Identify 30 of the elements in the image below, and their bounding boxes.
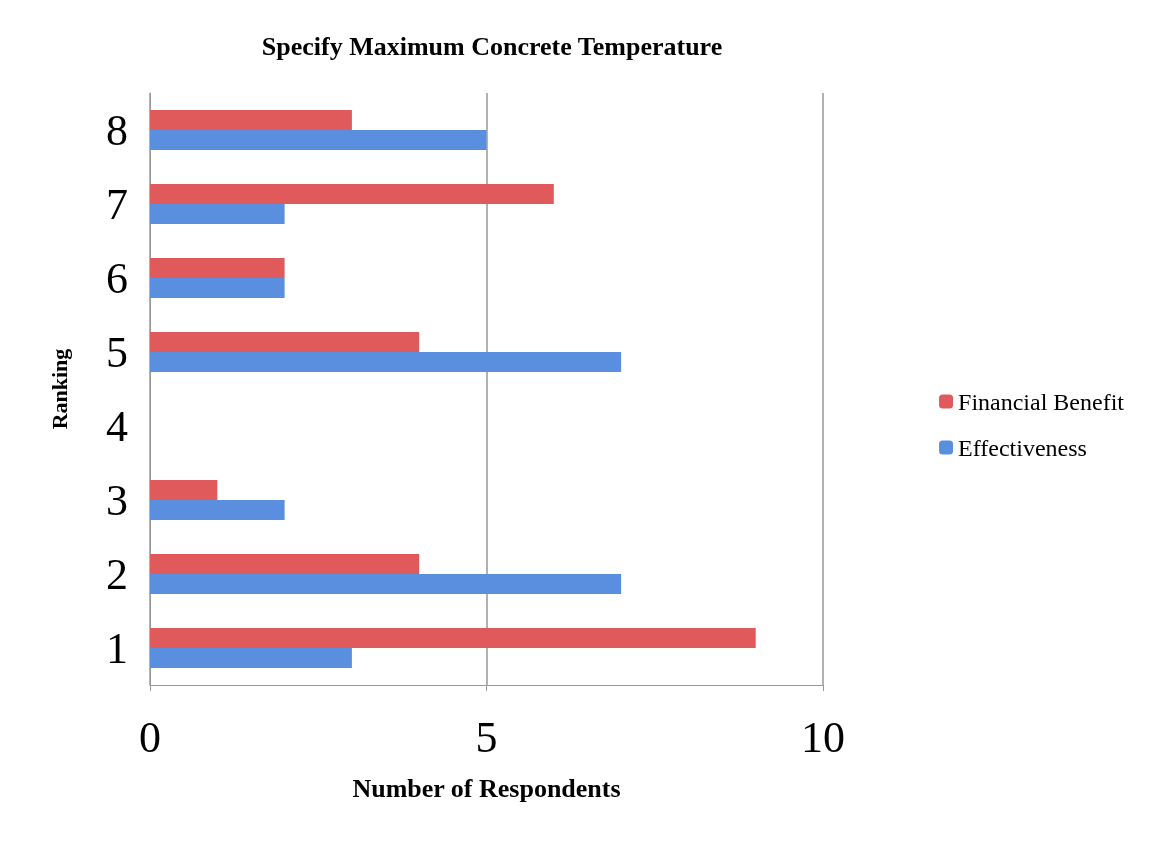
bar <box>150 554 420 574</box>
y-axis-title: Ranking <box>46 348 72 430</box>
bar <box>150 352 622 372</box>
x-tick-label: 5 <box>475 712 498 762</box>
y-tick-label: 1 <box>106 623 128 673</box>
y-tick-label: 3 <box>106 475 128 525</box>
y-tick-label: 6 <box>106 253 128 303</box>
chart-title: Specify Maximum Concrete Temperature <box>261 31 723 61</box>
legend-label: Financial Benefit <box>958 388 1125 415</box>
bar <box>150 110 352 130</box>
x-tick-label: 0 <box>139 712 161 762</box>
bar <box>150 184 554 204</box>
y-tick-label: 4 <box>106 401 128 451</box>
x-axis-title: Number of Respondents <box>352 773 621 803</box>
y-tick-label: 7 <box>106 179 128 229</box>
y-tick-label: 8 <box>106 105 128 155</box>
y-tick-label: 2 <box>106 549 128 599</box>
bar <box>150 628 756 648</box>
legend-label: Effectiveness <box>958 434 1087 461</box>
bar <box>150 204 285 224</box>
bar <box>150 574 622 594</box>
bar <box>150 332 420 352</box>
bar <box>150 258 285 278</box>
bar <box>150 480 218 500</box>
bar <box>150 130 487 150</box>
y-tick-label: 5 <box>106 327 128 377</box>
bar <box>150 648 352 668</box>
bar <box>150 500 285 520</box>
x-tick-label: 10 <box>801 712 845 762</box>
bar <box>150 278 285 298</box>
